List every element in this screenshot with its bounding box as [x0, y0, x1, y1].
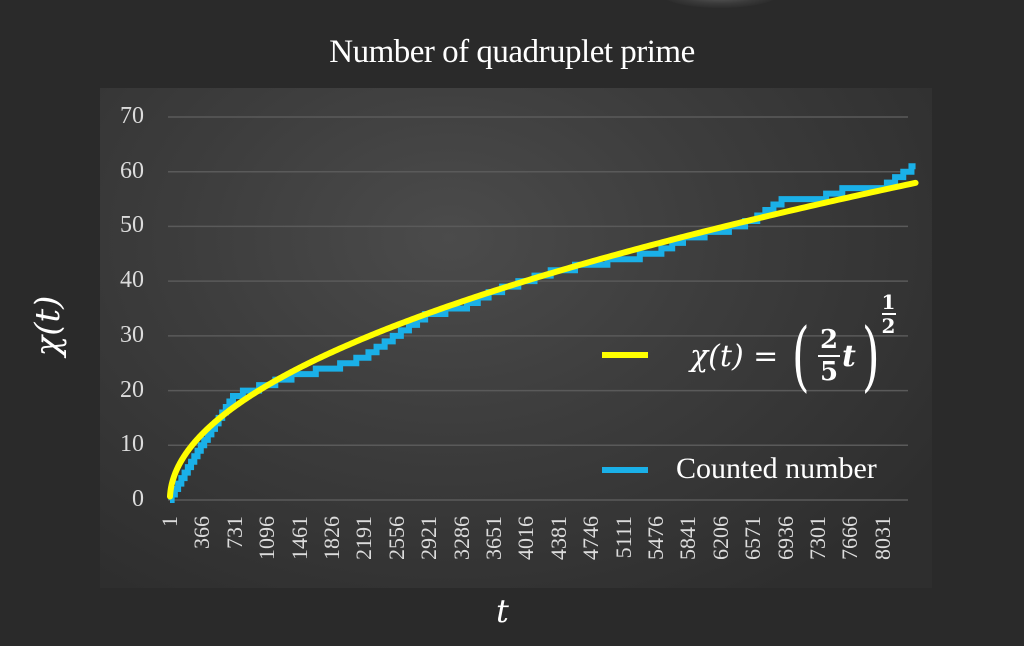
- formula-exponent: 1 2: [881, 290, 896, 338]
- x-tick-label: 2556: [383, 516, 409, 560]
- x-tick-label: 4746: [578, 516, 604, 560]
- x-tick-label: 2191: [351, 516, 377, 560]
- x-tick-label: 6206: [707, 516, 733, 560]
- legend-swatch-counted: [602, 467, 648, 473]
- x-tick-label: 2921: [416, 516, 442, 560]
- y-tick-label: 0: [132, 486, 144, 512]
- x-tick-label: 1: [157, 516, 182, 527]
- y-tick-label: 20: [120, 376, 144, 403]
- x-tick-label: 3286: [448, 516, 474, 560]
- x-tick-label: 6936: [772, 516, 798, 560]
- y-tick-label: 10: [120, 431, 144, 458]
- x-tick-label: 1096: [254, 516, 280, 560]
- y-tick-label: 50: [120, 212, 144, 239]
- fraction-numerator: 2: [819, 325, 839, 355]
- chart-title: Number of quadruplet prime: [329, 34, 695, 70]
- legend-label-fit: χ(t) = ( 2 5 t ) 1 2: [690, 291, 896, 400]
- gridlines: [168, 116, 908, 501]
- y-tick-label: 70: [120, 103, 144, 129]
- legend-label-counted: Counted number: [676, 452, 877, 485]
- formula-variable: t: [841, 338, 856, 374]
- left-paren: (: [792, 311, 811, 400]
- x-tick-label: 5841: [675, 516, 701, 560]
- formula-fraction: 2 5: [817, 325, 840, 387]
- x-tick-label: 7666: [837, 516, 863, 560]
- x-tick-label: 7301: [805, 516, 830, 560]
- y-tick-label: 30: [120, 321, 144, 348]
- x-tick-label: 4381: [545, 516, 571, 560]
- y-tick-label: 60: [120, 157, 144, 184]
- x-tick-label: 3651: [481, 516, 506, 560]
- exponent-denominator: 2: [881, 314, 896, 338]
- x-tick-label: 366: [189, 516, 215, 549]
- right-paren: ): [861, 311, 880, 400]
- x-tick-label: 8031: [869, 516, 895, 560]
- x-tick-label: 5111: [610, 516, 636, 559]
- x-tick-label: 6571: [740, 516, 766, 560]
- x-tick-label: 4016: [513, 516, 539, 560]
- x-tick-label: 5476: [643, 516, 668, 560]
- x-tick-label: 731: [221, 516, 247, 549]
- decorative-glow: [660, 0, 780, 8]
- exponent-numerator: 1: [881, 290, 896, 314]
- fit-series-line: [167, 179, 919, 500]
- exponent-bar: [881, 313, 896, 315]
- formula-lhs: χ(t) =: [690, 338, 779, 374]
- x-tick-label: 1826: [319, 516, 344, 560]
- legend-swatch-fit: [602, 352, 648, 358]
- fraction-bar: [817, 355, 840, 357]
- x-axis-label: t: [496, 592, 509, 630]
- fraction-denominator: 5: [819, 357, 839, 387]
- x-tick-label: 1461: [286, 516, 312, 560]
- y-axis-label: χ(t): [28, 295, 68, 357]
- y-tick-label: 40: [120, 267, 144, 294]
